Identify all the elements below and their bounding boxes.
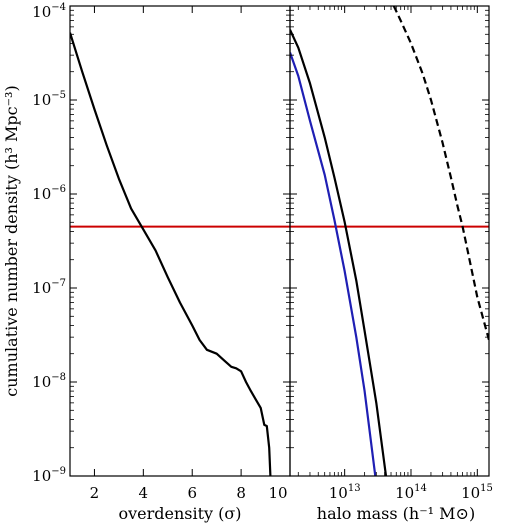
- y-tick-label: 10−4: [32, 2, 66, 21]
- right-panel-halo-mass: 1013 1014 1015 halo mass (h⁻¹ M⊙): [289, 5, 493, 523]
- x-tick-label: 1014: [395, 483, 427, 502]
- series-line-1: [290, 52, 377, 476]
- x-tick-label: 1013: [329, 483, 361, 502]
- series-line-0: [290, 29, 388, 476]
- series-line-0: [70, 32, 272, 476]
- y-tick-label: 10−9: [32, 466, 66, 485]
- left-ylabel: cumulative number density (h³ Mpc⁻³): [2, 85, 21, 396]
- right-panel-ticks: 1013 1014 1015: [290, 5, 493, 502]
- x-tick-label: 8: [236, 484, 246, 502]
- left-xlabel: overdensity (σ): [118, 504, 241, 523]
- y-tick-label: 10−8: [32, 372, 66, 391]
- x-tick-label: 10: [268, 484, 287, 502]
- series-line-2: [392, 6, 489, 341]
- x-tick-label: 1015: [461, 483, 493, 502]
- left-panel-overdensity: 2 4 6 8 10 10−9 10−8 10−7 10−6 10−5 10−4 overdensi…: [2, 2, 291, 523]
- y-tick-label: 10−6: [32, 184, 66, 203]
- right-xlabel: halo mass (h⁻¹ M⊙): [317, 504, 475, 523]
- x-tick-label: 4: [139, 484, 149, 502]
- x-tick-label: 2: [90, 484, 100, 502]
- left-panel-frame: [69, 5, 291, 477]
- y-tick-label: 10−5: [32, 90, 66, 109]
- y-tick-label: 10−7: [32, 278, 66, 297]
- left-panel-curves: [70, 32, 290, 476]
- right-panel-frame: [289, 5, 490, 477]
- x-tick-label: 6: [187, 484, 197, 502]
- right-panel-curves: [290, 6, 489, 476]
- left-panel-ticks: 2 4 6 8 10 10−9 10−8 10−7 10−6 10−5 10−4: [32, 2, 291, 502]
